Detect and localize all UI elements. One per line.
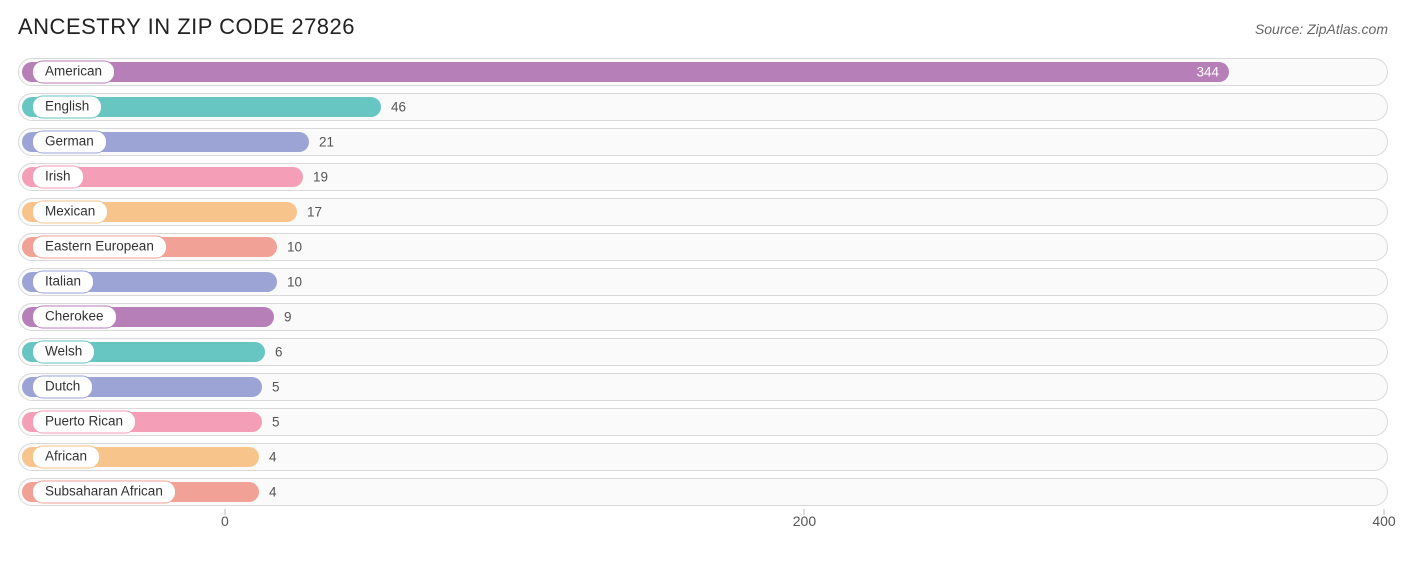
bar-value: 4 xyxy=(269,450,277,465)
bar-row: Italian 10 xyxy=(18,268,1388,296)
bar-row: English 46 xyxy=(18,93,1388,121)
bar-value: 6 xyxy=(275,345,283,360)
bar-row: Cherokee 9 xyxy=(18,303,1388,331)
bar-value: 10 xyxy=(287,240,302,255)
category-label: Italian xyxy=(32,271,94,294)
bar-row: Irish 19 xyxy=(18,163,1388,191)
bar-row: Puerto Rican 5 xyxy=(18,408,1388,436)
category-label: German xyxy=(32,131,107,154)
tick-label: 400 xyxy=(1372,513,1395,529)
bar-value: 17 xyxy=(307,205,322,220)
tick-label: 0 xyxy=(221,513,229,529)
ancestry-bar-chart: American344English46German21Irish19Mexic… xyxy=(18,58,1388,506)
bar-fill xyxy=(22,62,1229,82)
category-label: Cherokee xyxy=(32,306,117,329)
bar-row: American 344 xyxy=(18,58,1388,86)
bar-value: 19 xyxy=(313,170,328,185)
bar-row: Subsaharan African 4 xyxy=(18,478,1388,506)
category-label: Subsaharan African xyxy=(32,481,176,504)
tick-label: 200 xyxy=(793,513,816,529)
category-label: Mexican xyxy=(32,201,108,224)
bar-value: 10 xyxy=(287,275,302,290)
header: ANCESTRY IN ZIP CODE 27826 Source: ZipAt… xyxy=(18,14,1388,40)
bar-row: African 4 xyxy=(18,443,1388,471)
bar-row: German 21 xyxy=(18,128,1388,156)
source-attribution: Source: ZipAtlas.com xyxy=(1255,21,1388,37)
bar-row: Eastern European 10 xyxy=(18,233,1388,261)
bar-row: Welsh 6 xyxy=(18,338,1388,366)
category-label: American xyxy=(32,61,115,84)
bar-row: Mexican 17 xyxy=(18,198,1388,226)
category-label: Puerto Rican xyxy=(32,411,136,434)
category-label: Eastern European xyxy=(32,236,167,259)
bar-value: 5 xyxy=(272,415,280,430)
category-label: Welsh xyxy=(32,341,95,364)
category-label: Dutch xyxy=(32,376,93,399)
bar-value: 21 xyxy=(319,135,334,150)
bar-value: 4 xyxy=(269,485,277,500)
category-label: African xyxy=(32,446,100,469)
chart-title: ANCESTRY IN ZIP CODE 27826 xyxy=(18,14,355,40)
category-label: English xyxy=(32,96,102,119)
bar-row: Dutch 5 xyxy=(18,373,1388,401)
category-label: Irish xyxy=(32,166,84,189)
bar-value: 46 xyxy=(391,100,406,115)
bar-value: 344 xyxy=(1196,65,1219,80)
bar-value: 5 xyxy=(272,380,280,395)
x-axis: 0200400 xyxy=(18,513,1388,543)
bar-value: 9 xyxy=(284,310,292,325)
